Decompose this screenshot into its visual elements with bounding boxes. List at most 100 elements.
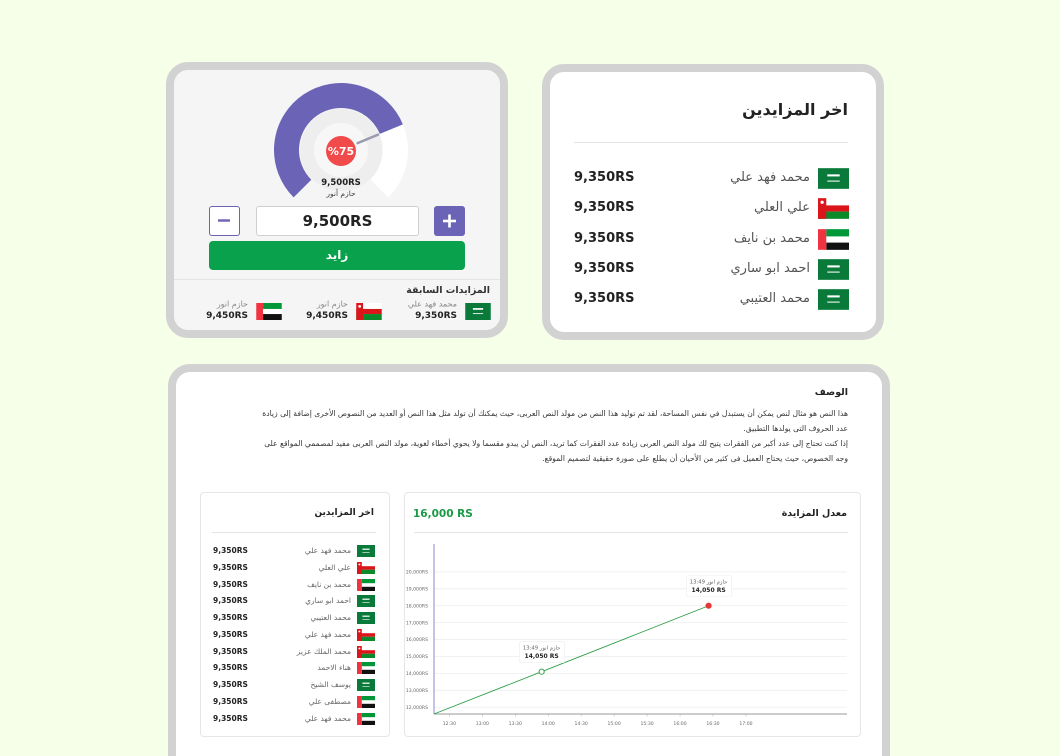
bidder-name: محمد بن نايف	[307, 579, 351, 589]
bid-amount: 9,350RS	[574, 169, 635, 185]
x-tick-label: 16:30	[706, 721, 719, 727]
x-tick-label: 13:30	[509, 721, 522, 727]
x-tick-label: 12:30	[443, 721, 456, 727]
y-tick-label: 20,000RS	[406, 570, 428, 576]
bid-amount: 9,350RS	[574, 200, 635, 216]
bid-amount: 9,350RS	[213, 596, 248, 606]
y-tick-label: 17,000RS	[406, 620, 428, 626]
flag-icon	[357, 612, 375, 624]
flag-icon	[465, 303, 491, 320]
gauge-badge	[326, 136, 356, 166]
annotation-box	[686, 575, 732, 598]
section-title: المزايدات السابقة	[406, 284, 490, 296]
x-tick-label: 15:30	[640, 721, 653, 727]
bid-amount: 9,450RS	[206, 311, 248, 322]
bid-amount: 9,350RS	[213, 562, 248, 572]
annotation-label: حازم انور 13:49	[523, 646, 561, 652]
bidder-name: محمد فهد علي	[304, 629, 351, 639]
flag	[357, 695, 375, 708]
flag-icon	[818, 198, 849, 220]
bidder-name: مصطفى علي	[308, 696, 351, 706]
data-point	[538, 668, 545, 675]
gauge-bidder: حازم أنور	[325, 188, 356, 198]
gauge-needle	[356, 133, 380, 145]
y-tick-label: 12,000RS	[406, 705, 428, 711]
bidder-name: علي العلي	[753, 200, 810, 216]
bidder-name: محمد العتيبي	[739, 291, 810, 307]
flag-icon	[818, 259, 849, 280]
chart-title: معدل المزايدة	[781, 507, 847, 519]
flag	[818, 168, 849, 189]
bid-input[interactable]: 9,500RS	[256, 206, 419, 236]
gauge-value-arc	[274, 83, 403, 198]
description-text: هذا النص هو مثال لنص يمكن أن يستبدل في ن…	[256, 406, 848, 466]
flag	[357, 645, 375, 658]
flag-icon	[256, 303, 282, 320]
flag	[818, 289, 849, 311]
divider	[212, 532, 376, 533]
bid-amount: 9,350RS	[574, 230, 635, 246]
flag-icon	[357, 561, 375, 574]
bidder-name: محمد بن نايف	[733, 230, 810, 246]
bid-amount: 9,350RS	[213, 612, 248, 622]
flag	[357, 612, 375, 624]
flag-icon	[357, 695, 375, 708]
chart-subtitle: 16,000 RS	[413, 508, 473, 521]
bid-amount: 9,350RS	[213, 646, 248, 656]
flag	[357, 662, 375, 675]
bidder-name: محمد فهد علي	[304, 713, 351, 723]
annotation-value: 14,050 RS	[525, 653, 559, 660]
bid-amount: 9,350RS	[415, 311, 457, 322]
y-tick-label: 13,000RS	[406, 688, 428, 694]
flag-icon	[357, 578, 375, 591]
flag	[818, 228, 849, 250]
flag	[357, 628, 375, 641]
flag-icon	[357, 645, 375, 658]
flag	[357, 545, 375, 557]
gauge-label: %75	[328, 145, 354, 158]
gauge-amount: 9,500RS	[321, 178, 361, 188]
bid-amount: 9,350RS	[213, 679, 248, 689]
bidder-name: احمد ابو ساري	[730, 260, 810, 276]
annotation-box	[519, 641, 565, 664]
bid-amount: 9,350RS	[213, 696, 248, 706]
y-tick-label: 14,000RS	[406, 671, 428, 677]
x-tick-label: 15:00	[608, 721, 621, 727]
flag-icon	[356, 303, 382, 320]
minus-icon	[218, 219, 230, 222]
flag	[465, 303, 491, 320]
y-tick-label: 16,000RS	[406, 637, 428, 643]
flag-icon	[357, 628, 375, 641]
annotation-value: 14,050 RS	[692, 587, 726, 594]
chart: 12,000RS 13,000RS 14,000RS 15,000RS 16,000RS…	[406, 544, 847, 727]
flag-icon	[818, 168, 849, 189]
paragraph: هذا النص هو مثال لنص يمكن أن يستبدل في ن…	[262, 409, 848, 433]
increase-button[interactable]	[434, 206, 465, 236]
bidder-name: يوسف الشيخ	[310, 679, 351, 689]
submit-bid-button[interactable]: زايد	[209, 241, 465, 270]
annotation-label: حازم انور 13:49	[690, 580, 728, 586]
divider	[574, 142, 848, 143]
flag	[356, 303, 382, 320]
decrease-button[interactable]	[209, 206, 240, 236]
bid-amount: 9,450RS	[306, 311, 348, 322]
bidder-name: محمد فهد علي	[304, 545, 351, 555]
y-tick-label: 18,000RS	[406, 603, 428, 609]
data-point	[705, 602, 712, 609]
flag	[357, 561, 375, 574]
bidder-name: احمد ابو ساري	[305, 596, 351, 606]
bid-amount: 9,350RS	[574, 260, 635, 276]
bidder-name: علي العلي	[318, 562, 351, 572]
divider	[414, 532, 848, 533]
bid-amount: 9,350RS	[213, 629, 248, 639]
flag-icon	[357, 679, 375, 691]
card-title: اخر المزايدين	[742, 100, 848, 120]
bid-amount: 9,350RS	[213, 545, 248, 555]
x-tick-label: 14:30	[575, 721, 588, 727]
bid-amount: 9,350RS	[213, 663, 248, 673]
bid-amount: 9,350RS	[574, 291, 635, 307]
bidder-name: محمد فهد علي	[407, 299, 457, 309]
